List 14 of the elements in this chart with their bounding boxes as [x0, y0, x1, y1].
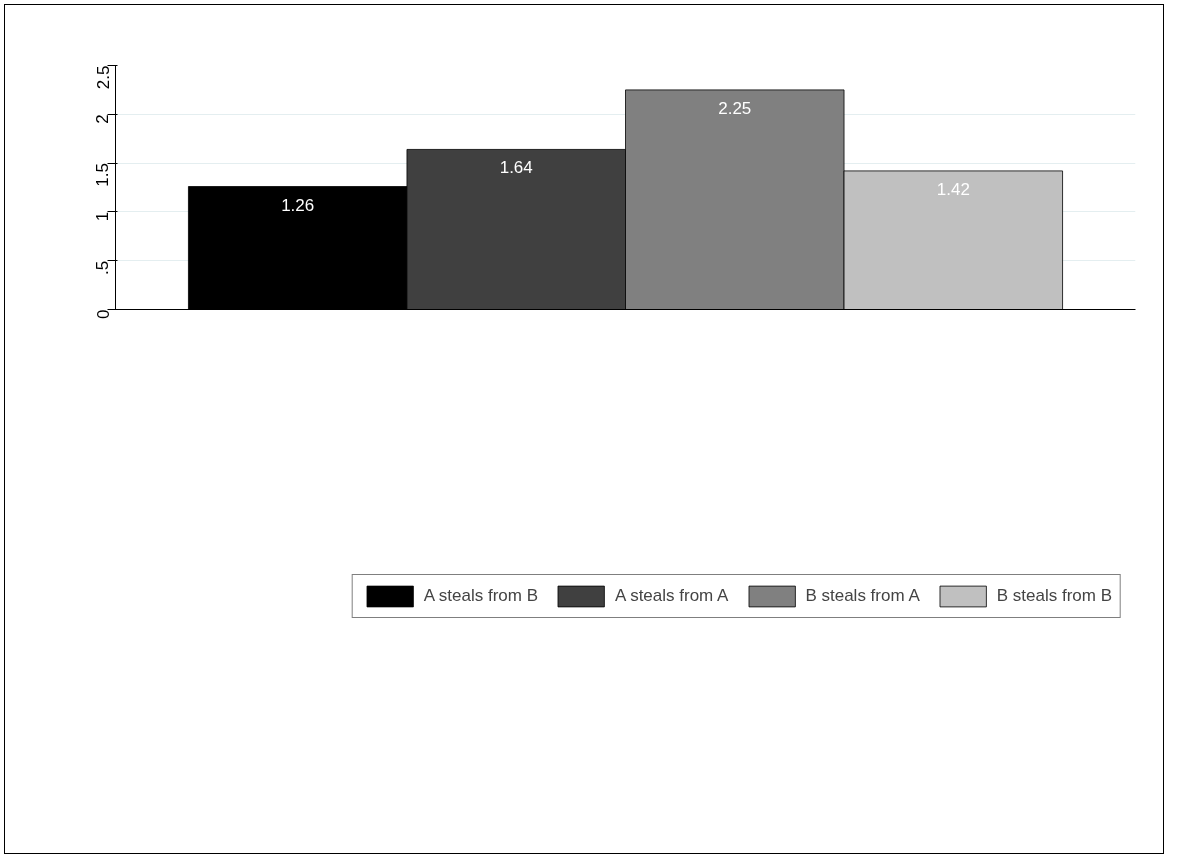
legend-label: A steals from A — [615, 586, 729, 606]
legend-label: A steals from B — [423, 586, 539, 606]
data-label: 1.64 — [499, 158, 533, 178]
data-label: 2.25 — [718, 98, 752, 118]
y-tick-label: 1.5 — [93, 163, 113, 187]
y-tick-label: 1 — [93, 211, 113, 222]
y-tick-label: 0 — [93, 309, 113, 319]
y-tick-label: 2 — [93, 114, 113, 124]
data-label: 1.42 — [936, 179, 970, 199]
legend-label: B steals from B — [996, 586, 1112, 606]
y-tick-label: 2.5 — [93, 65, 113, 90]
y-tick-label: .5 — [93, 260, 113, 275]
data-label: 1.26 — [281, 195, 315, 215]
legend-label: B steals from A — [805, 586, 920, 606]
